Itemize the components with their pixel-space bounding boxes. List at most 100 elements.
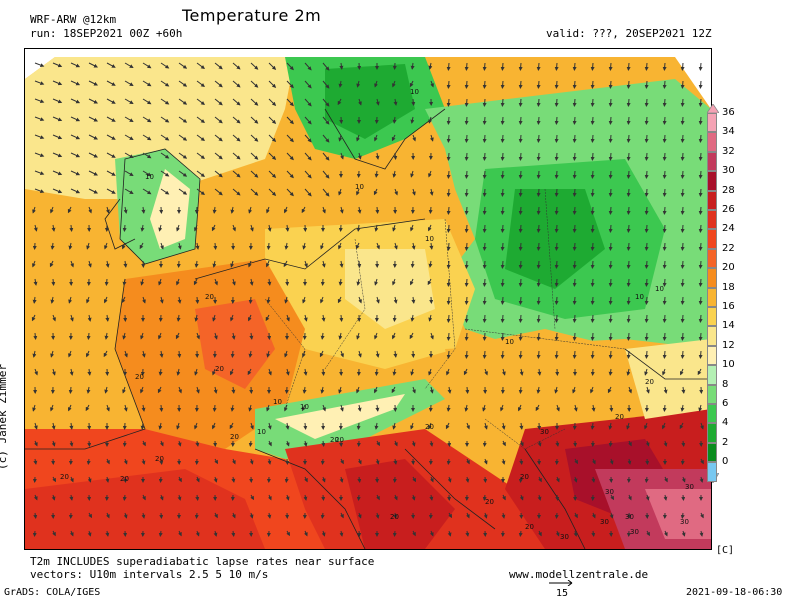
wind-vector-icon [626, 422, 631, 430]
wind-vector-icon [680, 458, 685, 465]
wind-vector-icon [232, 80, 241, 88]
wind-vector-icon [339, 404, 344, 412]
wind-vector-icon [68, 242, 73, 250]
wind-vector-icon [427, 278, 432, 286]
wind-vector-icon [607, 386, 612, 394]
wind-vector-icon [662, 368, 666, 376]
wind-vector-icon [374, 332, 378, 340]
valid-label: valid: ???, 20SEP2021 12Z [546, 27, 712, 40]
colorbar-tick-label: 20 [722, 262, 735, 274]
wind-vector-icon [284, 242, 289, 250]
contour-label: 20 [615, 413, 624, 421]
turkey-light-pink [645, 489, 711, 539]
wind-vector-icon [338, 386, 343, 394]
wind-vector-icon [680, 80, 685, 89]
wind-vector-icon [375, 512, 380, 519]
colorbar-segment [707, 287, 717, 307]
wind-vector-icon [339, 476, 344, 483]
wind-vector-icon [536, 386, 541, 394]
wind-vector-icon [357, 152, 362, 160]
wind-vector-icon [664, 476, 668, 483]
wind-vector-icon [608, 278, 613, 287]
wind-vector-icon [464, 134, 469, 143]
wind-vector-icon [159, 494, 164, 501]
wind-vector-icon [106, 80, 116, 86]
wind-vector-icon [501, 368, 506, 376]
wind-vector-icon [536, 314, 541, 323]
wind-vector-icon [232, 116, 241, 124]
wind-vector-icon [662, 296, 667, 305]
wind-vector-icon [304, 476, 308, 483]
wind-vector-icon [157, 386, 162, 394]
wind-vector-icon [250, 170, 259, 178]
wind-vector-icon [358, 98, 362, 106]
wind-vector-icon [86, 386, 91, 394]
wind-vector-icon [464, 116, 469, 125]
wind-vector-icon [393, 98, 398, 106]
wind-vector-icon [482, 314, 487, 323]
wind-vector-icon [662, 170, 667, 179]
wind-vector-icon [122, 494, 127, 501]
wind-vector-icon [124, 152, 134, 158]
wind-vector-icon [194, 314, 199, 322]
wind-vector-icon [680, 260, 685, 269]
wind-vector-icon [266, 206, 270, 214]
wind-vector-icon [286, 188, 294, 197]
wind-vector-icon [699, 530, 704, 537]
wind-vector-icon [194, 512, 199, 519]
wind-vector-icon [104, 242, 108, 250]
wind-vector-icon [482, 62, 487, 71]
wind-vector-icon [518, 152, 523, 161]
grads-label: GrADS: COLA/IGES [4, 587, 101, 598]
temperature-map: 10 10 10 10 10 10 10 10 10 10 20 20 20 2… [25, 49, 711, 549]
wind-vector-icon [33, 422, 38, 430]
wind-vector-icon [86, 296, 90, 304]
wind-vector-icon [250, 62, 259, 70]
alps-pale [275, 394, 405, 439]
wind-vector-icon [446, 188, 451, 197]
wind-vector-icon [69, 368, 74, 376]
wind-vector-icon [212, 260, 217, 268]
wind-vector-icon [70, 80, 81, 86]
wind-vector-icon [554, 62, 559, 71]
colorbar-segment [707, 113, 717, 133]
wind-vector-icon [375, 350, 380, 358]
colorbar-tick-label: 6 [722, 398, 729, 409]
wind-vector-icon [500, 278, 505, 287]
wind-vector-icon [680, 170, 685, 179]
wind-vector-icon [34, 188, 45, 194]
wind-vector-icon [518, 224, 523, 233]
wind-vector-icon [464, 242, 469, 251]
wind-vector-icon [104, 278, 109, 286]
wind-vector-icon [34, 152, 45, 158]
wind-vector-icon [160, 98, 170, 105]
wind-vector-icon [286, 80, 294, 89]
wind-vector-icon [87, 314, 92, 322]
wind-vector-icon [250, 422, 254, 430]
wind-vector-icon [698, 80, 703, 89]
wind-vector-icon [572, 350, 577, 359]
wind-vector-icon [644, 170, 649, 179]
colorbar-segment [707, 268, 717, 288]
wind-vector-icon [357, 350, 362, 358]
wind-vector-icon [464, 260, 469, 269]
wind-vector-icon [448, 512, 453, 519]
wind-vector-icon [301, 404, 306, 412]
wind-vector-icon [554, 386, 559, 394]
wind-vector-icon [230, 314, 234, 322]
wind-vector-icon [230, 260, 235, 268]
wind-vector-icon [211, 422, 216, 430]
wind-vector-icon [446, 152, 451, 161]
wind-vector-icon [32, 296, 37, 304]
unit-label: [C] [716, 545, 735, 556]
contour-label: 10 [300, 403, 309, 411]
wind-vector-icon [195, 296, 200, 304]
wind-vector-icon [266, 404, 270, 412]
wind-vector-icon [590, 188, 595, 197]
wind-vector-icon [572, 386, 576, 394]
wind-vector-icon [121, 296, 126, 304]
wind-vector-icon [482, 296, 487, 305]
wind-vector-icon [320, 512, 325, 519]
wind-vector-icon [428, 314, 433, 322]
wind-vector-icon [267, 422, 272, 430]
